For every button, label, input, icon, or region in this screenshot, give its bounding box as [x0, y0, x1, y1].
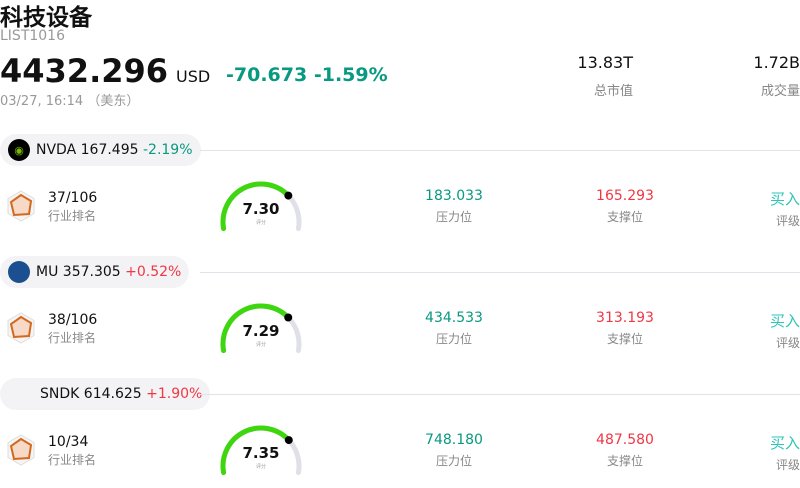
rating: 买入 评级: [770, 310, 800, 351]
resistance-value: 434.533: [425, 310, 483, 326]
score-value: 7.29: [242, 322, 280, 340]
gauge-dot: [284, 436, 293, 445]
change-percent: -1.59%: [313, 64, 388, 86]
resistance-level: 434.533 压力位: [404, 310, 504, 347]
stock-chip-sndk[interactable]: SNDK 614.625 +1.90%: [0, 378, 211, 410]
volume-value: 1.72B: [753, 53, 800, 72]
rank-label: 行业排名: [48, 453, 97, 467]
support-label: 支撑位: [606, 454, 643, 468]
page-title: 科技设备: [0, 5, 92, 31]
rating-label: 评级: [775, 458, 800, 472]
rating: 买入 评级: [770, 188, 800, 229]
score-label: 评分: [255, 220, 266, 226]
resistance-label: 压力位: [435, 454, 472, 468]
rating-value: 买入: [769, 190, 800, 208]
score-value: 7.35: [242, 444, 280, 462]
rating-label: 评级: [775, 214, 800, 228]
nvidia-logo: ◉: [8, 139, 30, 161]
rank-label: 行业排名: [48, 331, 97, 345]
support-level: 165.293 支撑位: [575, 188, 675, 225]
stock-chip-nvda[interactable]: ◉ NVDA 167.495 -2.19%: [0, 134, 201, 166]
resistance-level: 748.180 压力位: [404, 432, 504, 469]
volume-label: 成交量: [760, 84, 800, 99]
score-value: 7.30: [242, 200, 280, 218]
rating-value: 买入: [769, 312, 800, 330]
support-level: 313.193 支撑位: [575, 310, 675, 347]
gauge-fill: [220, 181, 291, 232]
list-code: LIST1016: [0, 28, 65, 44]
score-label: 评分: [255, 464, 266, 470]
radar-icon: [7, 312, 35, 344]
micron-logo: [8, 261, 30, 283]
gauge-dot: [284, 313, 293, 322]
market-cap: 13.83T 总市值: [577, 53, 633, 99]
score-gauge: [220, 425, 302, 476]
score-gauge: [220, 181, 302, 232]
resistance-label: 压力位: [435, 210, 472, 224]
support-label: 支撑位: [606, 332, 643, 346]
gauge-dot: [284, 191, 293, 200]
score-label: 评分: [255, 342, 266, 348]
timestamp: 03/27, 16:14 （美东）: [0, 94, 140, 109]
industry-rank: 38/106 行业排名: [48, 312, 97, 346]
industry-rank: 10/34 行业排名: [48, 434, 96, 468]
rating: 买入 评级: [770, 432, 800, 473]
divider: [200, 272, 800, 273]
change-value: -70.673: [226, 64, 308, 86]
gauge-fill: [220, 303, 291, 354]
stock-chip-mu[interactable]: MU 357.305 +0.52%: [0, 256, 190, 288]
resistance-value: 748.180: [425, 432, 483, 448]
radar-icon: [7, 434, 35, 466]
support-level: 487.580 支撑位: [575, 432, 675, 469]
support-value: 313.193: [596, 310, 654, 326]
divider: [200, 394, 800, 395]
market-cap-label: 总市值: [593, 84, 633, 99]
support-value: 165.293: [596, 188, 654, 204]
volume: 1.72B 成交量: [753, 53, 800, 99]
divider: [200, 150, 800, 151]
resistance-label: 压力位: [435, 332, 472, 346]
stock-price: 614.625: [83, 386, 142, 402]
stock-change: -2.19%: [142, 142, 193, 158]
stock-symbol: NVDA: [36, 142, 77, 158]
currency: USD: [176, 67, 211, 86]
rank-value: 10/34: [48, 434, 89, 450]
price-change: -70.673 -1.59%: [226, 64, 388, 86]
rank-value: 37/106: [48, 190, 98, 206]
gauge-fill: [220, 425, 292, 476]
industry-rank: 37/106 行业排名: [48, 190, 97, 224]
support-label: 支撑位: [606, 210, 643, 224]
support-value: 487.580: [596, 432, 654, 448]
stock-price: 357.305: [62, 264, 121, 280]
score-gauge: [220, 303, 302, 354]
stock-change: +1.90%: [146, 386, 203, 402]
rank-value: 38/106: [48, 312, 98, 328]
rank-label: 行业排名: [48, 209, 97, 223]
market-cap-value: 13.83T: [577, 53, 633, 72]
resistance-level: 183.033 压力位: [404, 188, 504, 225]
resistance-value: 183.033: [425, 188, 483, 204]
rating-value: 买入: [769, 434, 800, 452]
stock-symbol: MU: [36, 264, 59, 280]
stock-change: +0.52%: [125, 264, 182, 280]
index-price: 4432.296: [0, 52, 169, 90]
sandisk-logo: [8, 383, 34, 405]
radar-icon: [7, 190, 35, 222]
stock-price: 167.495: [80, 142, 139, 158]
rating-label: 评级: [775, 336, 800, 350]
stock-symbol: SNDK: [40, 386, 80, 402]
